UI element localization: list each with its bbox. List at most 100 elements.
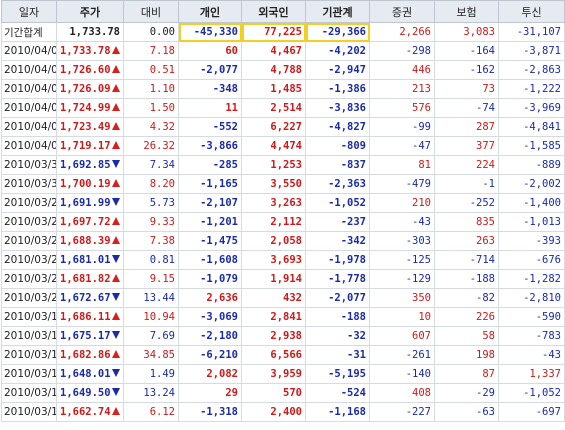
row-price-value: 1,681.82 — [60, 273, 111, 285]
row-insurance: -1 — [434, 174, 499, 194]
up-arrow-icon — [112, 122, 120, 130]
row-trust: -2,863 — [498, 60, 565, 80]
row-institution: -2,077 — [305, 288, 370, 308]
row-individual: -1,608 — [178, 250, 242, 270]
row-price-value: 1,726.60 — [60, 64, 111, 76]
row-insurance: 287 — [434, 117, 499, 137]
col-header-institution[interactable]: 기관계 — [305, 0, 370, 23]
up-arrow-icon — [112, 179, 120, 187]
summary-price: 1,733.78 — [56, 22, 124, 42]
row-securities: 210 — [369, 193, 435, 213]
table-row[interactable]: 2010/04/051,724.99 1.50112,514-3,836576-7… — [1, 98, 565, 118]
up-arrow-icon — [112, 407, 120, 415]
row-date: 2010/03/31 — [1, 155, 57, 175]
row-insurance: -63 — [434, 402, 499, 422]
row-institution: -32 — [305, 326, 370, 346]
col-header-change[interactable]: 대비 — [123, 0, 179, 23]
row-insurance: -714 — [434, 250, 499, 270]
row-insurance: -164 — [434, 41, 499, 61]
down-arrow-icon — [112, 255, 120, 263]
table-row[interactable]: 2010/04/011,719.17 26.32-3,8664,474-809-4… — [1, 136, 565, 156]
row-individual: 2,636 — [178, 288, 242, 308]
table-row[interactable]: 2010/03/291,691.99 5.73-2,1073,263-1,0522… — [1, 193, 565, 213]
row-date: 2010/04/01 — [1, 136, 57, 156]
row-institution: -1,778 — [305, 269, 370, 289]
row-individual: -285 — [178, 155, 242, 175]
col-header-trust[interactable]: 투신 — [498, 0, 565, 23]
row-change: 0.81 — [123, 250, 179, 270]
table-row[interactable]: 2010/03/311,692.85 7.34-2851,253-83781224… — [1, 155, 565, 175]
up-arrow-icon — [112, 141, 120, 149]
up-arrow-icon — [112, 312, 120, 320]
up-arrow-icon — [112, 350, 120, 358]
summary-insurance: 3,083 — [434, 22, 499, 42]
row-trust: -590 — [498, 307, 565, 327]
table-row[interactable]: 2010/03/261,697.72 9.33-1,2012,112-237-43… — [1, 212, 565, 232]
row-institution: -5,195 — [305, 364, 370, 384]
table-row[interactable]: 2010/04/081,733.787.18604,467-4,202-298-… — [1, 41, 565, 61]
row-individual: -1,318 — [178, 402, 242, 422]
row-price: 1,724.99 — [56, 98, 124, 118]
summary-row[interactable]: 기간합계 1,733.78 0.00 -45,330 77,225 -29,36… — [1, 22, 565, 42]
row-securities: -99 — [369, 117, 435, 137]
row-date: 2010/03/18 — [1, 326, 57, 346]
row-institution: -188 — [305, 307, 370, 327]
row-foreign: 4,788 — [241, 60, 306, 80]
row-price-value: 1,726.09 — [60, 83, 111, 95]
row-price: 1,649.50 — [56, 383, 124, 403]
row-price: 1,726.09 — [56, 79, 124, 99]
row-change: 34.85 — [123, 345, 179, 365]
table-row[interactable]: 2010/04/061,726.09 1.10-3481,485-1,386213… — [1, 79, 565, 99]
table-row[interactable]: 2010/03/171,682.86 34.85-6,2106,566-31-26… — [1, 345, 565, 365]
row-institution: -1,052 — [305, 193, 370, 213]
table-row[interactable]: 2010/04/071,726.60 0.51-2,0774,788-2,9474… — [1, 60, 565, 80]
row-price: 1,697.72 — [56, 212, 124, 232]
row-change: 7.18 — [123, 41, 179, 61]
row-individual: -2,077 — [178, 60, 242, 80]
row-institution: -237 — [305, 212, 370, 232]
row-change: 9.33 — [123, 212, 179, 232]
down-arrow-icon — [112, 293, 120, 301]
col-header-price[interactable]: 주가 — [56, 0, 124, 23]
row-foreign: 2,841 — [241, 307, 306, 327]
up-arrow-icon — [112, 65, 120, 73]
table-row[interactable]: 2010/03/191,686.11 10.94-3,0692,841-18810… — [1, 307, 565, 327]
row-price-value: 1,692.85 — [60, 159, 111, 171]
table-row[interactable]: 2010/03/121,662.746.12-1,3182,400-1,168-… — [1, 402, 565, 422]
col-header-foreign[interactable]: 외국인 — [241, 0, 306, 23]
row-date: 2010/03/25 — [1, 231, 57, 251]
table-row[interactable]: 2010/03/151,649.50 13.2429570-524408-29-1… — [1, 383, 565, 403]
table-row[interactable]: 2010/03/181,675.17 7.69-2,1802,938-326075… — [1, 326, 565, 346]
row-foreign: 6,566 — [241, 345, 306, 365]
table-row[interactable]: 2010/03/301,700.198.20-1,1653,550-2,363-… — [1, 174, 565, 194]
row-institution: -4,202 — [305, 41, 370, 61]
row-insurance: 377 — [434, 136, 499, 156]
row-trust: -3,969 — [498, 98, 565, 118]
row-insurance: 87 — [434, 364, 499, 384]
row-insurance: -252 — [434, 193, 499, 213]
col-header-individual[interactable]: 개인 — [178, 0, 242, 23]
col-header-insurance[interactable]: 보험 — [434, 0, 499, 23]
col-header-date[interactable]: 일자 — [1, 0, 57, 23]
table-row[interactable]: 2010/04/021,723.49 4.32-5526,227-4,827-99… — [1, 117, 565, 137]
table-row[interactable]: 2010/03/221,672.67 13.442,636432-2,077350… — [1, 288, 565, 308]
table-row[interactable]: 2010/03/251,688.39 7.38-1,4752,058-342-30… — [1, 231, 565, 251]
table-row[interactable]: 2010/03/161,648.01 1.492,0823,959-5,195-1… — [1, 364, 565, 384]
row-change: 10.94 — [123, 307, 179, 327]
row-date: 2010/04/08 — [1, 41, 57, 61]
row-insurance: 263 — [434, 231, 499, 251]
row-change: 7.34 — [123, 155, 179, 175]
row-foreign: 2,058 — [241, 231, 306, 251]
table-row[interactable]: 2010/03/241,681.010.81-1,6083,693-1,978-… — [1, 250, 565, 270]
row-institution: -1,386 — [305, 79, 370, 99]
row-individual: -2,180 — [178, 326, 242, 346]
row-institution: -1,168 — [305, 402, 370, 422]
row-individual: 11 — [178, 98, 242, 118]
table-row[interactable]: 2010/03/231,681.829.15-1,0791,914-1,778-… — [1, 269, 565, 289]
row-date: 2010/04/05 — [1, 98, 57, 118]
row-price: 1,688.39 — [56, 231, 124, 251]
col-header-securities[interactable]: 증권 — [369, 0, 435, 23]
row-institution: -809 — [305, 136, 370, 156]
row-date: 2010/03/15 — [1, 383, 57, 403]
row-insurance: -162 — [434, 60, 499, 80]
